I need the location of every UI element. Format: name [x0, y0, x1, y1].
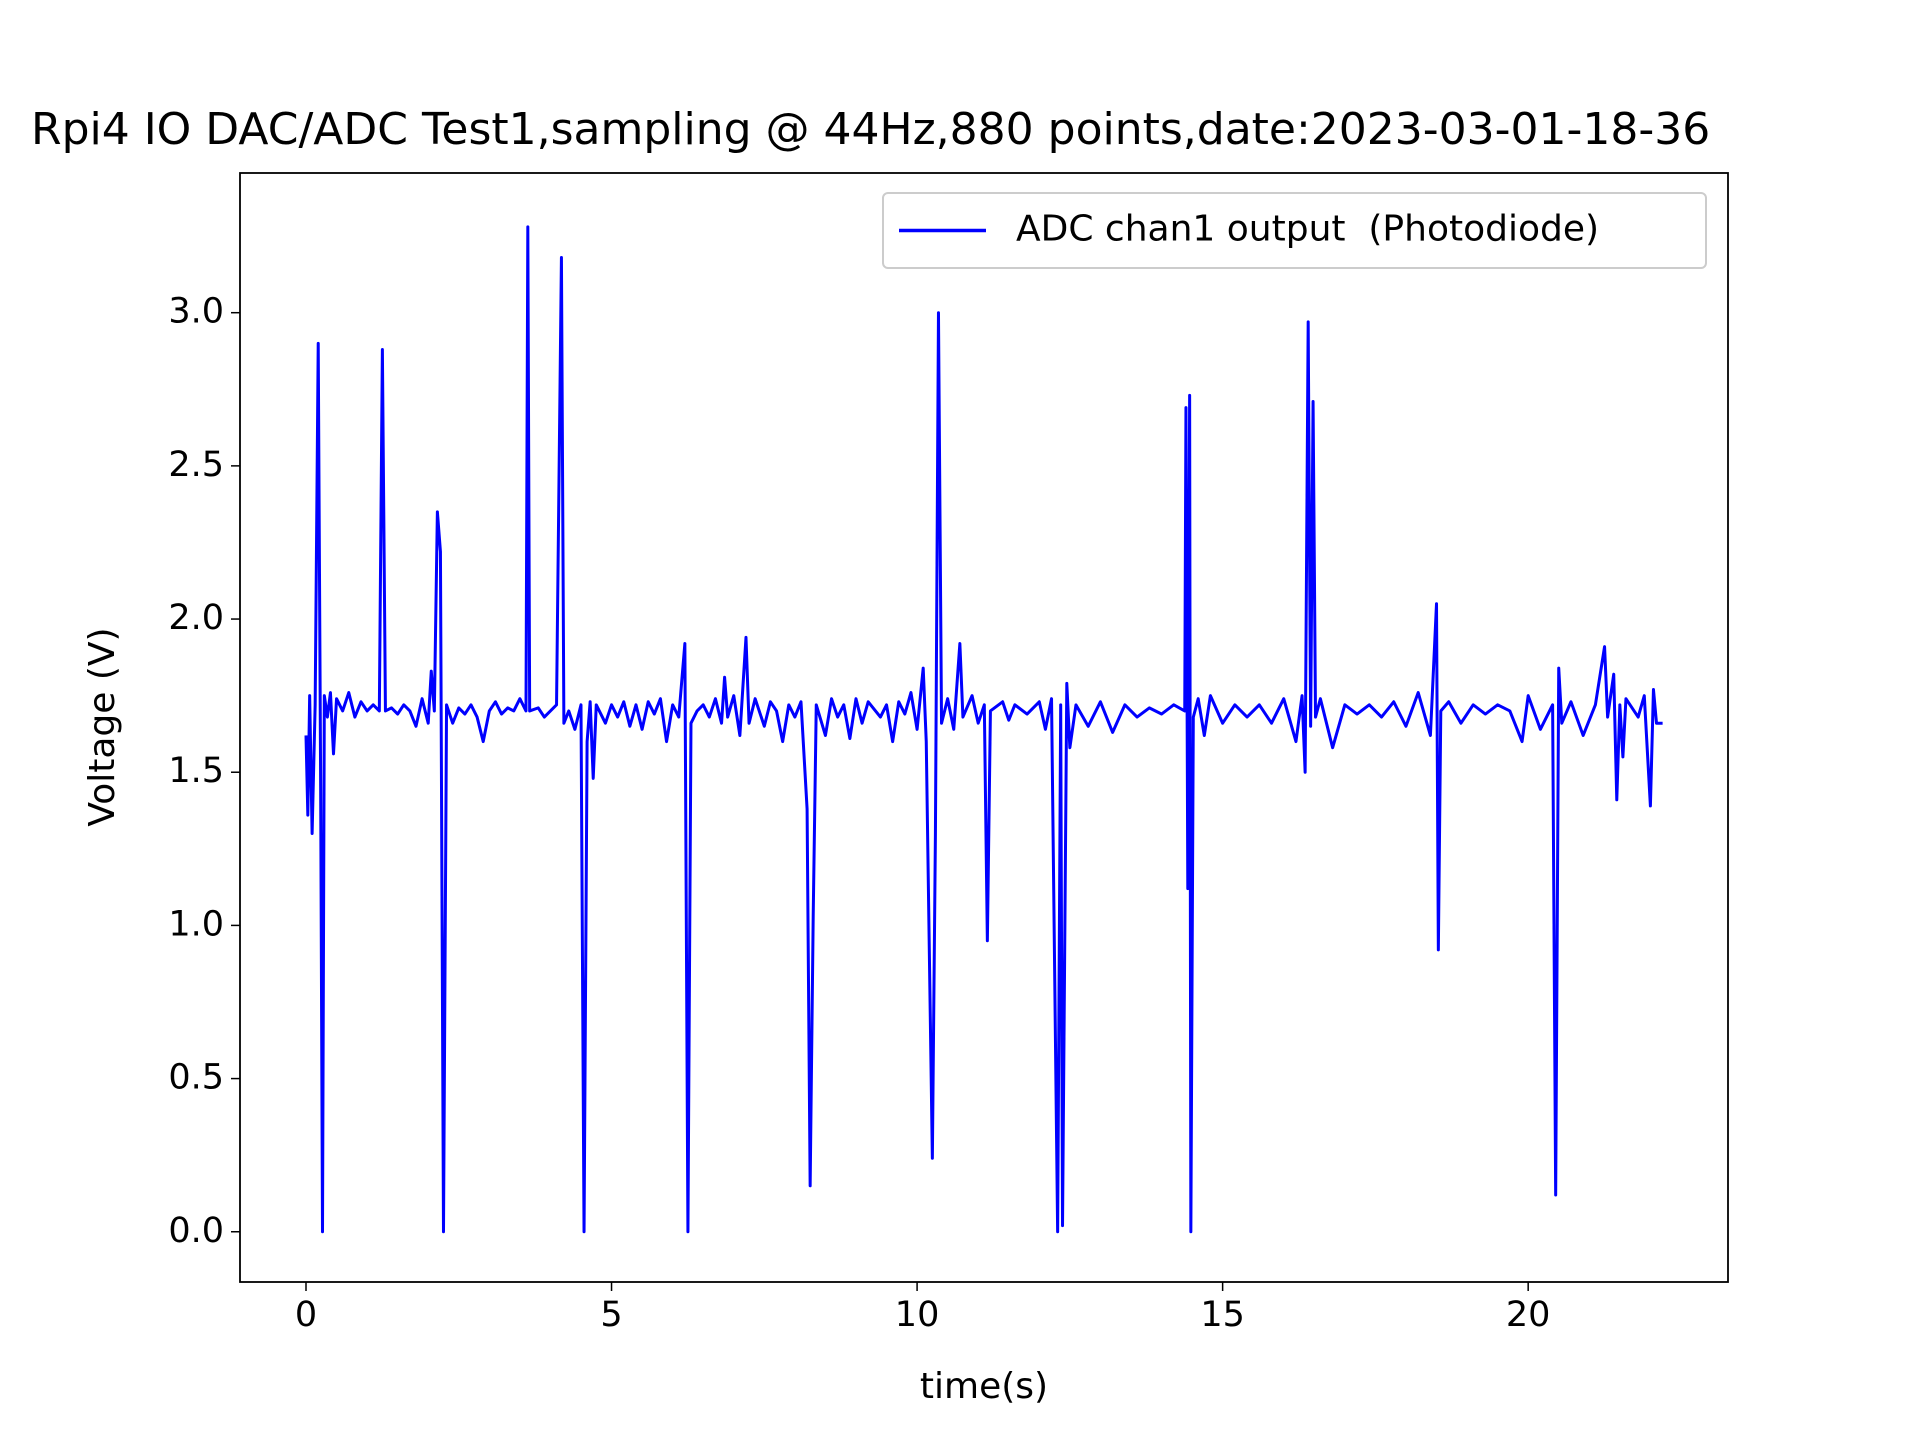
x-tick-label: 0	[295, 1295, 317, 1335]
legend-box	[882, 192, 1707, 269]
x-axis-label: time(s)	[920, 1366, 1048, 1407]
plot-frame	[239, 172, 1729, 1283]
legend-label: ADC chan1 output (Photodiode)	[1016, 209, 1599, 250]
y-tick-label: 0.5	[168, 1058, 224, 1098]
x-tick-label: 10	[895, 1295, 940, 1335]
x-tick-label: 15	[1200, 1295, 1245, 1335]
y-axis-label: Voltage (V)	[82, 627, 123, 826]
x-tick-label: 20	[1506, 1295, 1551, 1335]
y-tick-label: 2.0	[168, 598, 224, 638]
y-tick-label: 1.5	[168, 751, 224, 791]
chart-title: Rpi4 IO DAC/ADC Test1,sampling @ 44Hz,88…	[31, 104, 1710, 155]
y-tick-label: 2.5	[168, 445, 224, 485]
x-tick-label: 5	[600, 1295, 622, 1335]
y-tick-label: 3.0	[168, 292, 224, 332]
y-tick-label: 1.0	[168, 904, 224, 944]
y-tick-label: 0.0	[168, 1211, 224, 1251]
data-line	[304, 225, 1663, 1234]
